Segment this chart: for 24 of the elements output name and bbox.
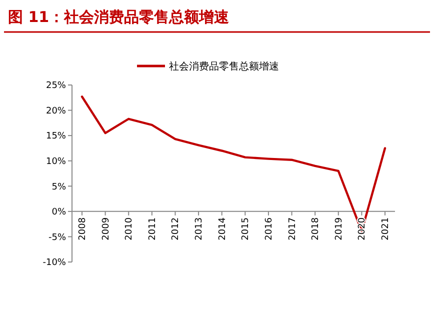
y-tick-label: 10% (46, 157, 66, 168)
y-tick-label: 25% (46, 81, 66, 92)
y-tick-label: 5% (52, 182, 66, 192)
x-tick-label: 2014 (218, 217, 228, 240)
x-tick-label: 2009 (101, 217, 112, 240)
y-tick-label: 20% (46, 106, 66, 116)
legend-label: 社会消费品零售总额增速 (169, 60, 279, 72)
x-tick-label: 2010 (124, 217, 135, 240)
y-tick-label: 15% (46, 132, 66, 142)
x-tick-label: 2015 (241, 217, 252, 240)
x-tick-label: 2019 (334, 217, 344, 240)
x-tick-label: 2017 (288, 217, 298, 240)
chart-title: 图 11：社会消费品零售总额增速 (8, 8, 230, 26)
x-tick-label: 2013 (194, 217, 205, 240)
y-tick-label: -5% (48, 232, 66, 243)
x-tick-label: 2012 (171, 217, 182, 240)
x-tick-label: 2008 (78, 217, 88, 240)
x-tick-label: 2018 (311, 217, 322, 240)
x-tick-label: 2011 (148, 217, 158, 240)
x-tick-label: 2021 (381, 217, 391, 240)
y-tick-label: 0% (52, 208, 66, 218)
x-tick-label: 2016 (264, 217, 274, 240)
y-tick-label: -10% (42, 258, 66, 268)
x-tick-label: 2020 (358, 217, 368, 240)
